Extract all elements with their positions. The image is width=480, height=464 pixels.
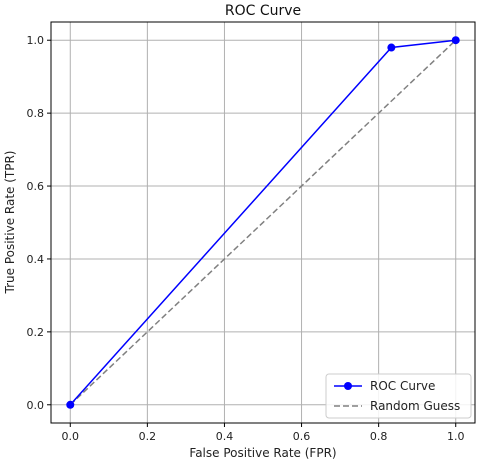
x-axis-title: False Positive Rate (FPR) — [189, 446, 336, 460]
ticks: 0.0 0.2 0.4 0.6 0.8 1.0 0.0 0.2 0.4 0.6 0.8 1.0 — [27, 34, 465, 443]
x-tick-label: 1.0 — [447, 430, 465, 443]
x-tick-label: 0.4 — [216, 430, 234, 443]
legend: ROC Curve Random Guess — [325, 373, 472, 419]
x-tick-label: 0.6 — [293, 430, 311, 443]
y-tick-label: 0.4 — [27, 253, 45, 266]
roc-curve-point — [451, 36, 460, 45]
grid — [51, 22, 475, 423]
legend-label-roc-curve: ROC Curve — [370, 379, 435, 393]
y-tick-label: 0.2 — [27, 326, 45, 339]
y-tick-label: 0.6 — [27, 180, 45, 193]
plot-frame — [50, 21, 476, 424]
random-guess-line — [69, 39, 457, 406]
series-layer — [66, 36, 460, 409]
y-tick-label: 0.8 — [27, 107, 45, 120]
x-tick-label: 0.8 — [370, 430, 388, 443]
y-axis-title: True Positive Rate (TPR) — [3, 151, 17, 295]
legend-label-random-guess: Random Guess — [370, 399, 460, 413]
legend-box — [325, 373, 472, 419]
y-tick-label: 0.0 — [27, 399, 45, 412]
x-tick-label: 0.0 — [62, 430, 80, 443]
legend-marker-roc-curve — [344, 382, 352, 390]
chart-title: ROC Curve — [225, 3, 301, 19]
x-tick-label: 0.2 — [139, 430, 157, 443]
y-tick-label: 1.0 — [27, 34, 45, 47]
roc-curve-point — [66, 400, 75, 409]
roc-curve-point — [387, 43, 396, 52]
